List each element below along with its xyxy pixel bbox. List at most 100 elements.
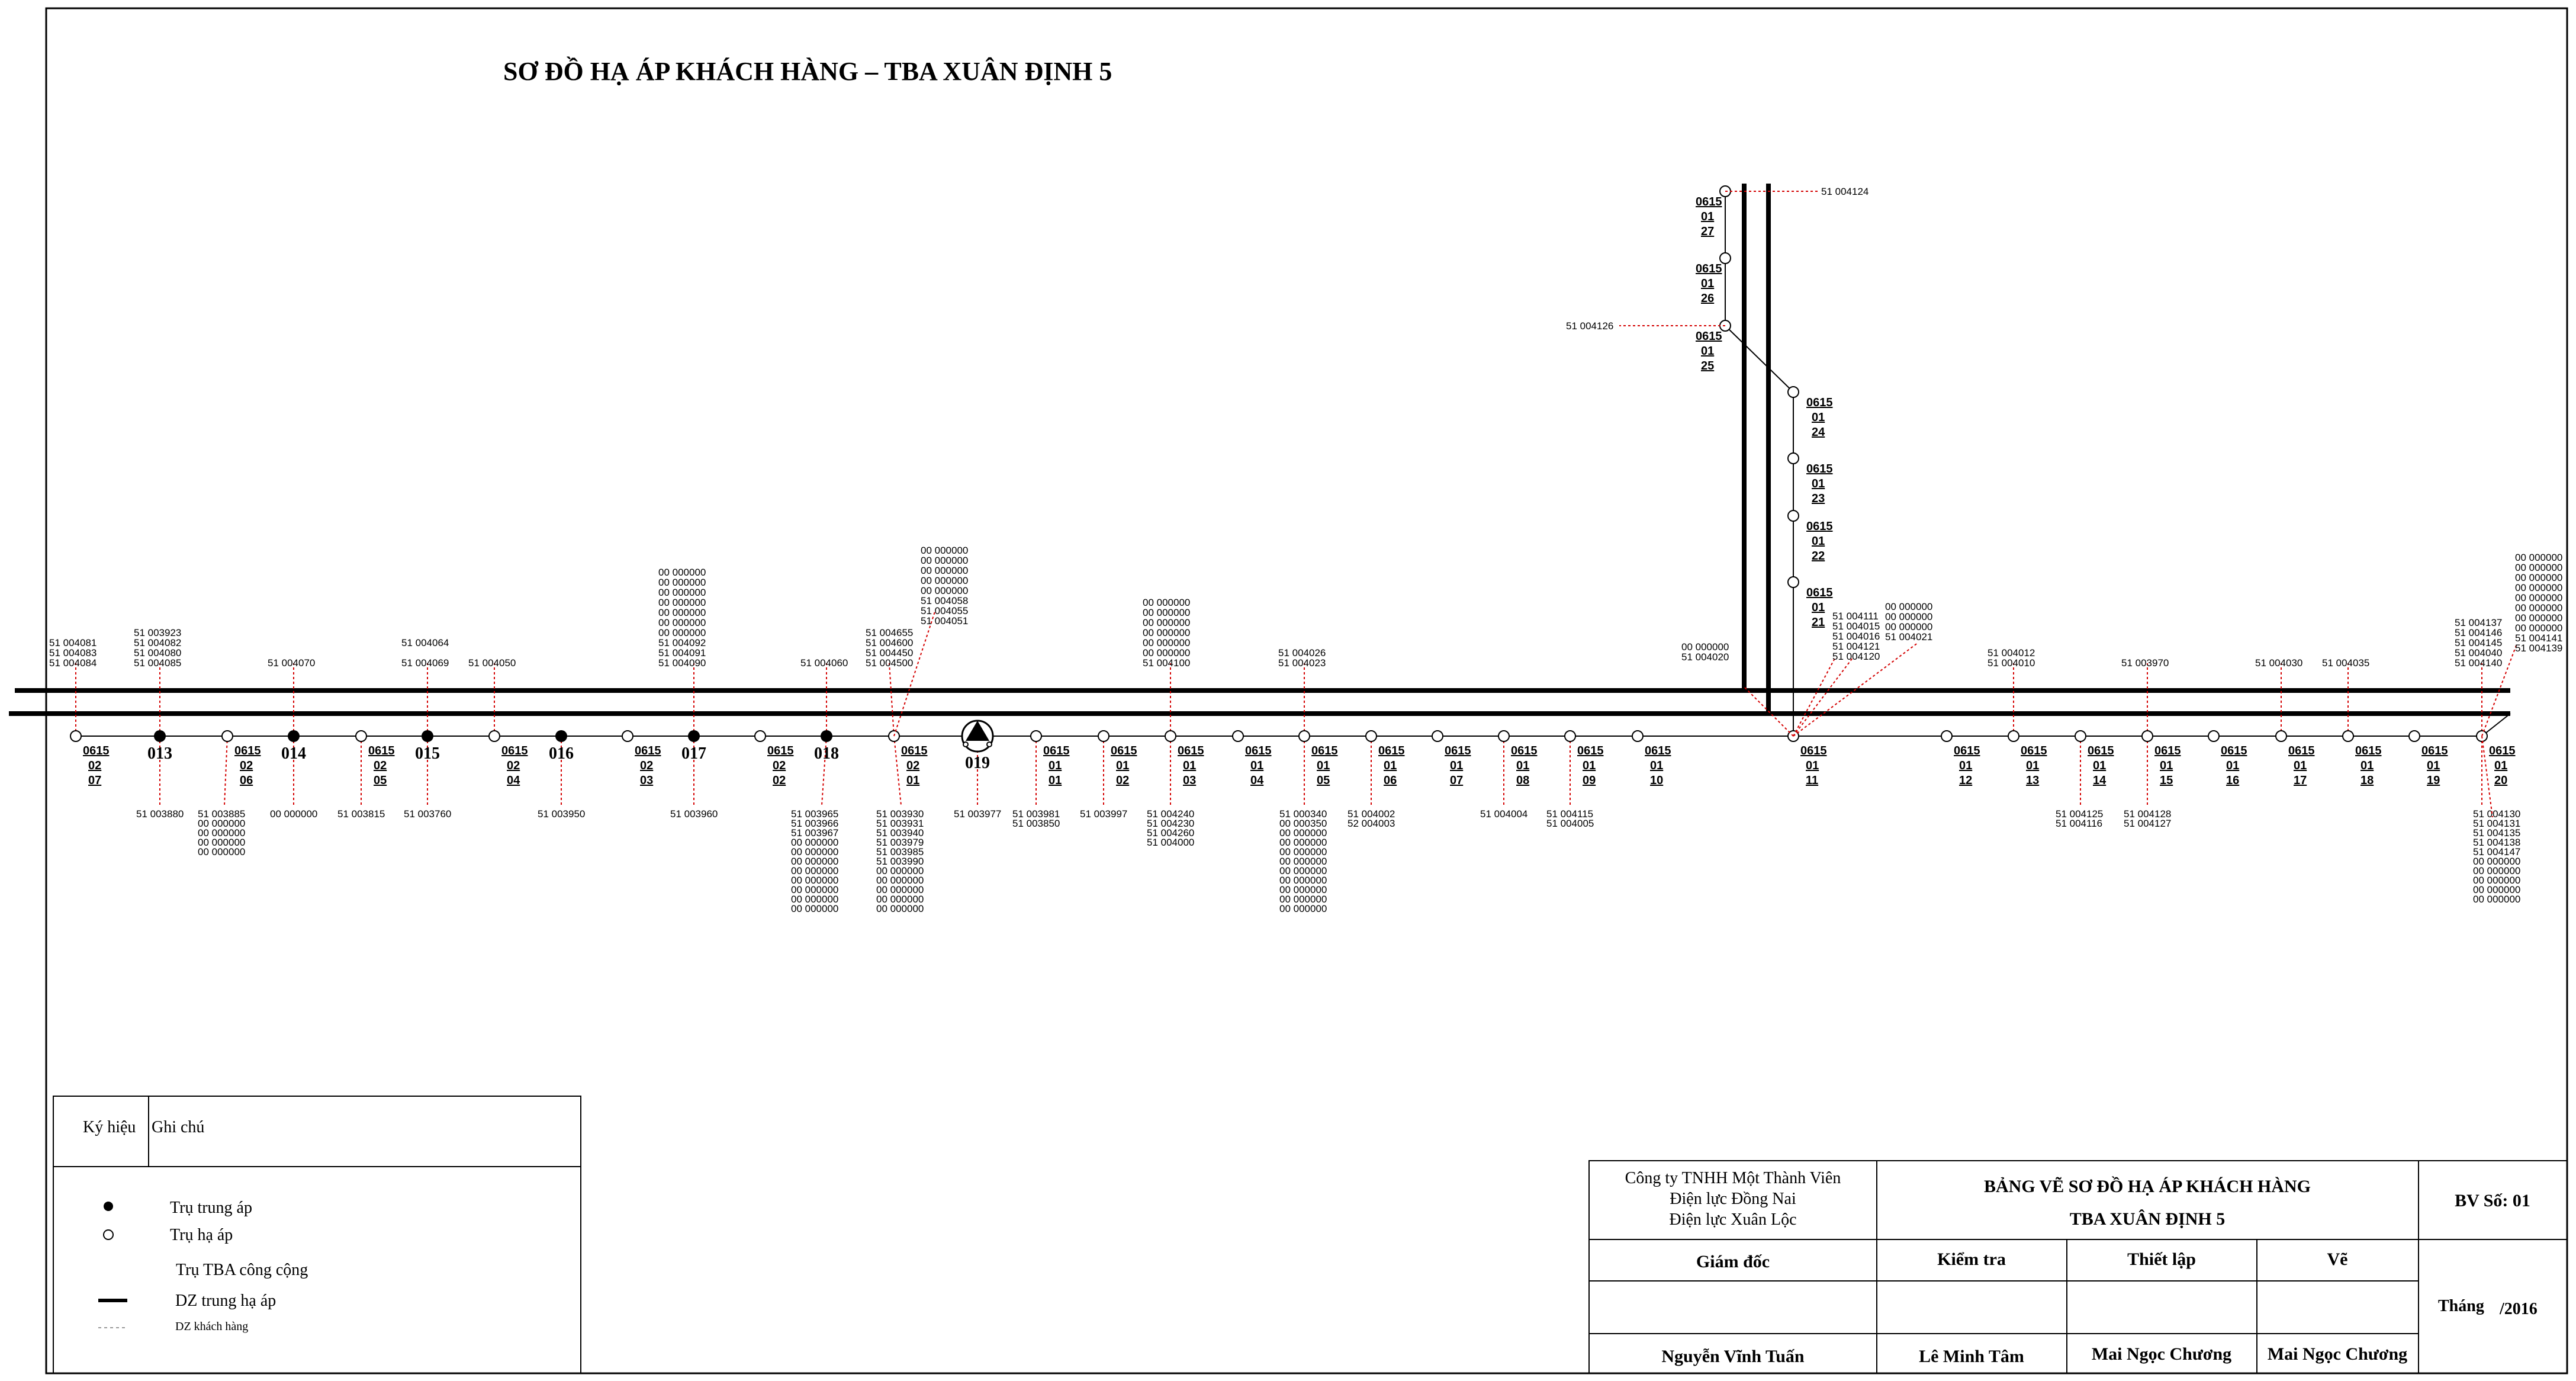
- pole-label-number: 19: [2427, 774, 2440, 787]
- customer-code-list-below: 00 000000: [791, 894, 838, 905]
- junction-customer-code-list: 51 004139: [2515, 643, 2562, 654]
- customer-code-list-below: 51 003985: [876, 846, 924, 857]
- lv-pole-symbol: [2408, 730, 2420, 742]
- lv-pole-symbol: [1298, 730, 1310, 742]
- customer-code-list-above: 51 004137: [2455, 617, 2502, 628]
- customer-code-list-above: 00 000000: [658, 587, 706, 598]
- pole-label-number: 06: [240, 774, 253, 787]
- pole-label-code: 0615: [234, 744, 261, 757]
- customer-code-list-above: 51 004091: [658, 647, 706, 659]
- customer-code-list-below: 51 003981: [1012, 808, 1060, 820]
- customer-code-list-below: 51 004147: [2473, 846, 2520, 857]
- role-director: Giám đốc: [1696, 1252, 1770, 1271]
- customer-code-list-below: 00 000000: [2473, 865, 2520, 876]
- customer-code-list-below: 51 003990: [876, 856, 924, 867]
- customer-code-list-below: 51 003930: [876, 808, 924, 820]
- lv-pole-symbol: [2008, 730, 2019, 742]
- pole-label-line: 02: [773, 759, 786, 772]
- name-check: Lê Minh Tâm: [1919, 1347, 2024, 1366]
- pole-label-number: 01: [1049, 774, 1062, 787]
- pole-label-code: 0615: [1806, 520, 1833, 533]
- company-line-1: Công ty TNHH Một Thành Viên: [1625, 1169, 1841, 1187]
- pole-label-code: 0615: [1445, 744, 1471, 757]
- pole-f07: 0615 01 07: [1432, 730, 1471, 787]
- junction-customer-code-list: 00 000000: [921, 575, 968, 586]
- lv-pole-symbol: [1787, 510, 1799, 522]
- branch-pole: 0615 01 24: [1787, 386, 1833, 439]
- pole-label-line: 01: [1183, 759, 1196, 772]
- customer-code-list-above: 51 004030: [2255, 657, 2302, 669]
- pole-label-line: 01: [1701, 210, 1714, 223]
- customer-code-list-above: 51 004084: [49, 657, 97, 669]
- customer-code-list-above: 51 004092: [658, 637, 706, 648]
- customer-code-list-below: 51 003950: [538, 808, 585, 820]
- customer-code-list-above: 51 004145: [2455, 637, 2502, 648]
- pole-label-line: 01: [1812, 601, 1825, 614]
- customer-code-list-below: 51 004000: [1147, 837, 1194, 848]
- junction-customer-code-list: 51 004058: [921, 595, 968, 606]
- junction-customer-code-list: 51 004121: [1832, 641, 1880, 652]
- pole-label-code: 0615: [1954, 744, 1980, 757]
- customer-code-list-below: 00 000000: [198, 846, 245, 857]
- customer-code-list-below: 52 004003: [1348, 818, 1395, 829]
- junction-customer-code-list: 51 004021: [1885, 631, 1932, 643]
- mv-line-end-tick: [2481, 713, 2511, 737]
- pole-label-code: 0615: [1577, 744, 1604, 757]
- legend-item-lv-pole: Trụ hạ áp: [170, 1226, 233, 1244]
- pole-label-number: 09: [1583, 774, 1596, 787]
- pole-label-line: 01: [2226, 759, 2239, 772]
- pole-label-number: 018: [814, 744, 839, 763]
- pole-e02: 0615 02 02: [754, 730, 794, 787]
- customer-code-list-below: 51 003960: [670, 808, 718, 820]
- legend-col-note: Ghi chú: [152, 1118, 204, 1136]
- pole-label-line: 01: [2160, 759, 2173, 772]
- pole-label-number: 11: [1806, 774, 1818, 787]
- pole-label-line: 01: [1116, 759, 1129, 772]
- date-value: /2016: [2499, 1300, 2538, 1318]
- pole-label-code: 0615: [1806, 463, 1833, 476]
- junction-customer-code-list: 00 000000: [2515, 582, 2562, 593]
- legend-col-symbol: Ký hiệu: [83, 1118, 136, 1136]
- customer-code-list-below: 00 000000: [2473, 884, 2520, 895]
- customer-code-list-below: 51 004128: [2124, 808, 2171, 820]
- customer-code-list-below: 00 000000: [791, 856, 838, 867]
- junction-customer-code-list: 00 000000: [1885, 611, 1932, 622]
- pole-label-number: 27: [1701, 225, 1714, 238]
- junction-customer-code-list: 51 004020: [1681, 651, 1729, 663]
- pole-label-code: 0615: [2288, 744, 2315, 757]
- pole-label-code: 0615: [1696, 262, 1722, 275]
- customer-drop-fan: [1744, 686, 1794, 737]
- customer-code-list-above: 51 004085: [134, 657, 181, 669]
- pole-label-number: 24: [1812, 426, 1825, 439]
- customer-code-list-above: 00 000000: [658, 607, 706, 618]
- mv-pole-symbol: [821, 730, 832, 742]
- customer-code-list-below: 51 003940: [876, 827, 924, 839]
- pole-label-line: 02: [640, 759, 653, 772]
- pole-label-line: 01: [2427, 759, 2440, 772]
- lv-pole-symbol: [2075, 730, 2086, 742]
- pole-label-code: 0615: [2154, 744, 2181, 757]
- pole-label-code: 0615: [1645, 744, 1671, 757]
- customer-code-list-branch: 51 004124: [1821, 186, 1869, 197]
- customer-drop-fan: [2481, 736, 2493, 818]
- pole-label-line: 01: [1583, 759, 1596, 772]
- name-setup: Mai Ngọc Chương: [2092, 1344, 2231, 1364]
- pole-label-number: 019: [965, 754, 990, 772]
- pole-label-line: 02: [88, 759, 101, 772]
- date-label: Tháng: [2438, 1297, 2484, 1315]
- customer-code-list-below: 00 000000: [876, 903, 924, 914]
- mv-pole-symbol: [555, 730, 567, 742]
- customer-code-list-below: 51 000340: [1279, 808, 1327, 820]
- pole-label-number: 18: [2360, 774, 2374, 787]
- junction-customer-code-list: 00 000000: [921, 545, 968, 556]
- customer-drop-fan: [2481, 645, 2517, 737]
- pole-label-line: 01: [1701, 277, 1714, 290]
- pole-e05: 0615 02 05 51 003815: [337, 730, 395, 820]
- customer-code-list-above: 51 004450: [866, 647, 913, 659]
